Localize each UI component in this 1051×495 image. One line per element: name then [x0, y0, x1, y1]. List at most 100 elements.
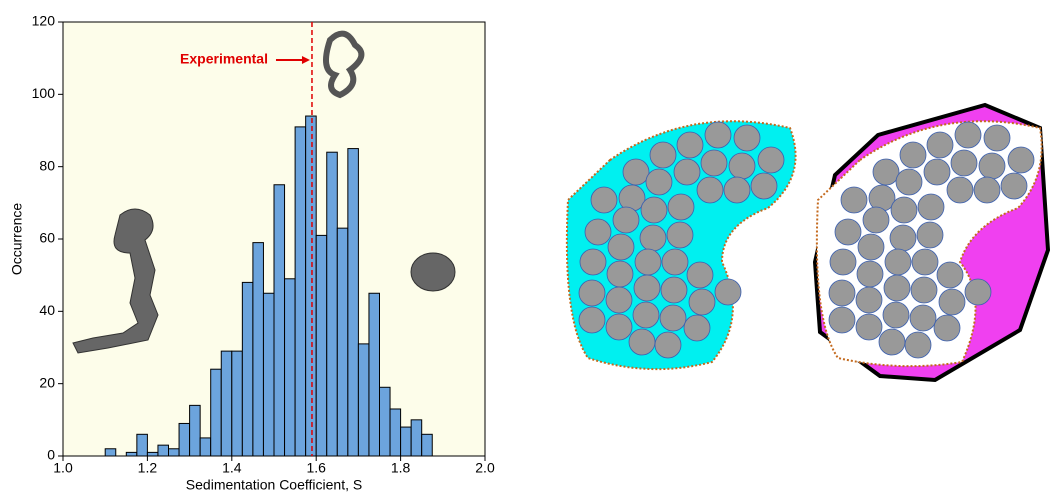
- bead: [633, 302, 659, 328]
- bar: [190, 405, 201, 456]
- bead: [701, 150, 727, 176]
- bead: [689, 289, 715, 315]
- x-axis-label: Sedimentation Coefficient, S: [186, 477, 362, 493]
- bead: [662, 249, 688, 275]
- bead: [951, 150, 977, 176]
- bead: [1001, 173, 1027, 199]
- bead: [606, 287, 632, 313]
- bar: [401, 427, 412, 456]
- bead: [608, 234, 634, 260]
- y-tick-label: 60: [39, 230, 55, 246]
- y-tick-label: 20: [39, 374, 55, 390]
- bead: [585, 219, 611, 245]
- bead: [830, 249, 856, 275]
- bead: [890, 225, 916, 251]
- bead: [883, 302, 909, 328]
- page: {"chart_data":{"type":"histogram", "xlab…: [0, 0, 1051, 495]
- bar: [179, 423, 190, 456]
- bead: [835, 219, 861, 245]
- bead: [885, 249, 911, 275]
- bar: [221, 351, 232, 456]
- bead: [937, 262, 963, 288]
- bead: [579, 280, 605, 306]
- bar: [295, 127, 306, 456]
- bead: [896, 169, 922, 195]
- bead: [858, 234, 884, 260]
- bead: [734, 125, 760, 151]
- bead: [641, 197, 667, 223]
- bead: [974, 177, 1000, 203]
- bar: [253, 243, 264, 456]
- bead: [635, 249, 661, 275]
- bar: [285, 279, 296, 456]
- bead: [606, 314, 632, 340]
- bead: [979, 153, 1005, 179]
- figure: 1.01.21.41.61.82.0020406080100120Sedimen…: [0, 0, 1051, 495]
- bead: [829, 280, 855, 306]
- bead: [918, 194, 944, 220]
- bead: [646, 169, 672, 195]
- bar: [348, 149, 359, 456]
- bead: [879, 329, 905, 355]
- bead: [697, 177, 723, 203]
- bar: [147, 452, 158, 456]
- bead: [629, 329, 655, 355]
- x-tick-label: 2.0: [475, 460, 495, 476]
- bar: [306, 116, 317, 456]
- bead: [984, 125, 1010, 151]
- bar: [369, 293, 380, 456]
- bead: [661, 277, 687, 303]
- bead: [856, 287, 882, 313]
- bead: [674, 159, 700, 185]
- bead: [729, 153, 755, 179]
- bead: [634, 275, 660, 301]
- bead: [667, 222, 693, 248]
- bead: [655, 332, 681, 358]
- y-tick-label: 80: [39, 157, 55, 173]
- bead: [751, 173, 777, 199]
- y-tick-label: 0: [47, 447, 55, 463]
- bar: [126, 452, 137, 456]
- bead: [660, 305, 686, 331]
- bar: [380, 387, 391, 456]
- x-tick-label: 1.8: [391, 460, 411, 476]
- bead: [934, 315, 960, 341]
- bead: [705, 122, 731, 148]
- bead: [857, 261, 883, 287]
- bead: [911, 277, 937, 303]
- bar: [169, 449, 180, 456]
- bead: [607, 261, 633, 287]
- y-tick-label: 120: [32, 13, 56, 29]
- bead: [873, 159, 899, 185]
- y-axis-label: Occurrence: [9, 203, 25, 276]
- bar: [158, 445, 169, 456]
- bead: [965, 279, 991, 305]
- bead: [912, 249, 938, 275]
- bead: [640, 225, 666, 251]
- bead: [856, 314, 882, 340]
- bar: [411, 420, 422, 456]
- x-tick-label: 1.6: [306, 460, 326, 476]
- bead: [939, 289, 965, 315]
- bead: [758, 147, 784, 173]
- bar: [337, 228, 348, 456]
- annotation-label: Experimental: [180, 51, 268, 67]
- bead: [623, 159, 649, 185]
- bead: [917, 222, 943, 248]
- bead: [884, 275, 910, 301]
- bar: [327, 152, 338, 456]
- bead: [900, 142, 926, 168]
- x-tick-label: 1.0: [53, 460, 73, 476]
- bead: [924, 159, 950, 185]
- bar: [358, 344, 369, 456]
- bead: [668, 194, 694, 220]
- x-tick-label: 1.4: [222, 460, 242, 476]
- bead: [687, 262, 713, 288]
- bead: [841, 187, 867, 213]
- bar: [242, 282, 253, 456]
- bead: [715, 279, 741, 305]
- x-tick-label: 1.2: [138, 460, 158, 476]
- bead: [580, 249, 606, 275]
- bead: [591, 187, 617, 213]
